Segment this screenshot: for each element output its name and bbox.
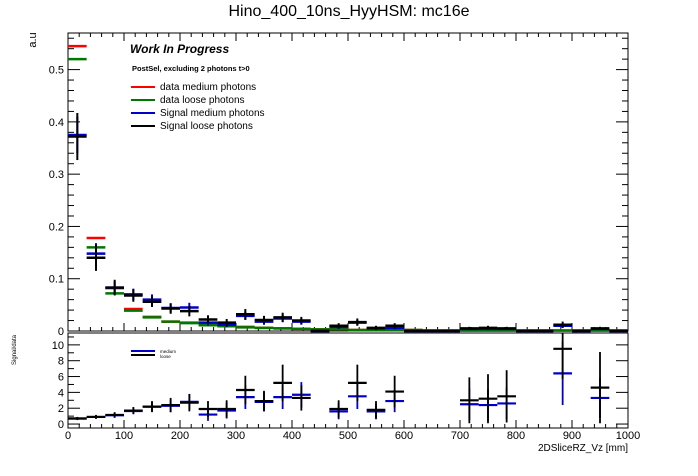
ratio-ytick-label: 10 — [52, 340, 64, 352]
ratio-xtick-label: 500 — [339, 430, 357, 442]
main-ylabel: a.u — [27, 32, 39, 47]
ratio-xtick-label: 400 — [283, 430, 301, 442]
ratio-legend-label-loose: loose — [160, 354, 171, 359]
ratio-legend-label-medium: medium — [160, 349, 176, 354]
work-in-progress-label: Work In Progress — [130, 42, 229, 56]
ratio-xtick-label: 0 — [65, 430, 71, 442]
main-ytick-label-zero: 0 — [58, 326, 64, 338]
legend-label-signal-medium: Signal medium photons — [160, 108, 265, 119]
main-ytick-label: 0.2 — [49, 221, 64, 233]
main-legend: data medium photons data loose photons S… — [131, 82, 265, 132]
main-ytick-label: 0.4 — [49, 117, 64, 129]
legend-label-signal-loose: Signal loose photons — [160, 121, 253, 132]
main-plot-series — [68, 44, 628, 333]
main-axis-ticks: 0.1 0.2 0.3 0.4 0.5 0 — [49, 33, 629, 338]
ratio-plot-frame — [67, 332, 629, 429]
ratio-ytick-label: 6 — [58, 372, 64, 384]
ratio-ytick-label: 8 — [58, 356, 64, 368]
ratio-ylabel: Signal/data — [12, 334, 18, 365]
ratio-xtick-label: 1000 — [616, 430, 640, 442]
ratio-xtick-label: 100 — [115, 430, 133, 442]
legend-label-data-medium: data medium photons — [160, 82, 256, 93]
ratio-ytick-label: 0 — [58, 419, 64, 431]
ratio-xtick-label: 600 — [395, 430, 413, 442]
ratio-xtick-label: 200 — [171, 430, 189, 442]
chart-title: Hino_400_10ns_HyyHSM: mc16e — [228, 3, 469, 20]
main-ytick-label: 0.5 — [49, 65, 64, 77]
ratio-legend: medium loose — [131, 349, 176, 359]
ratio-xtick-label: 300 — [227, 430, 245, 442]
legend-label-data-loose: data loose photons — [160, 95, 245, 106]
ratio-xtick-label: 700 — [451, 430, 469, 442]
main-plot-frame — [67, 32, 629, 332]
ratio-ytick-label: 2 — [58, 403, 64, 415]
ratio-ytick-label: 4 — [58, 387, 64, 399]
main-ytick-label: 0.1 — [49, 274, 64, 286]
ratio-xtick-label: 800 — [507, 430, 525, 442]
selection-label: PostSel, excluding 2 photons t>0 — [132, 64, 250, 73]
ratio-plot-series — [68, 333, 610, 424]
ratio-xlabel: 2DSliceRZ_Vz [mm] — [538, 443, 628, 454]
ratio-xtick-label: 900 — [563, 430, 581, 442]
main-ytick-label: 0.3 — [49, 169, 64, 181]
